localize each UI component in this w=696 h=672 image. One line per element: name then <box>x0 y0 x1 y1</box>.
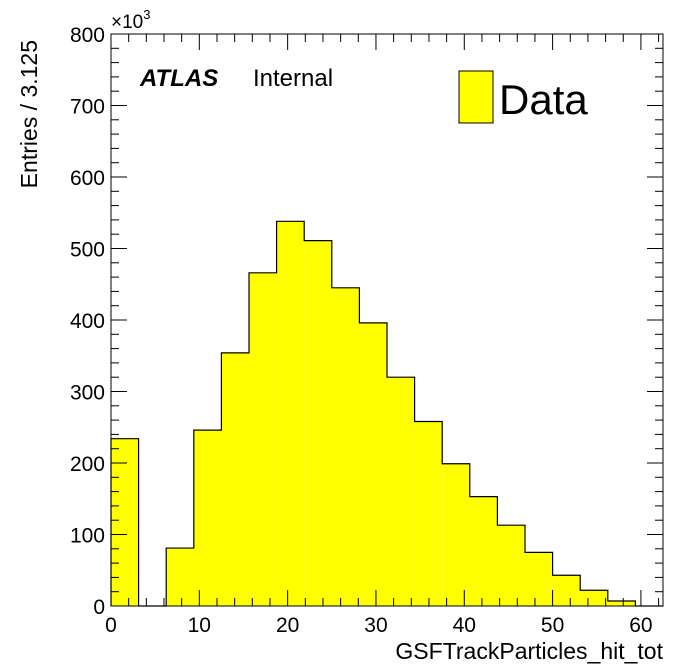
histogram-bar <box>221 352 249 606</box>
legend: Data <box>458 70 588 124</box>
histogram-bar <box>249 272 277 606</box>
y-tick-label: 700 <box>70 96 105 119</box>
x-tick-label: 0 <box>105 614 117 637</box>
y-tick-label: 500 <box>70 239 105 262</box>
y-tick-label: 0 <box>93 596 105 619</box>
x-tick-label: 20 <box>276 614 299 637</box>
histogram-bar <box>359 322 387 606</box>
x-tick-label: 50 <box>541 614 564 637</box>
histogram-bar <box>469 496 498 606</box>
x-tick-label: 40 <box>453 614 476 637</box>
histogram-bars <box>110 220 663 607</box>
histogram-bar <box>331 287 360 606</box>
x-axis-label: GSFTrackParticles_hit_tot <box>395 638 663 664</box>
histogram-bar <box>525 552 553 606</box>
histogram-outline <box>110 220 663 607</box>
histogram-bar <box>442 463 470 606</box>
y-tick-label: 300 <box>70 382 105 405</box>
histogram-bar <box>193 430 222 606</box>
y-tick-label: 400 <box>70 310 105 333</box>
y-multiplier-label: ×103 <box>111 7 150 33</box>
legend-swatch-data <box>458 70 494 124</box>
x-tick-label: 30 <box>364 614 387 637</box>
histogram-bar <box>497 525 525 606</box>
y-axis-label: Entries / 3.125 <box>16 40 42 188</box>
histogram-bar <box>166 548 194 606</box>
histogram-bar <box>387 377 415 606</box>
y-multiplier-exponent: 3 <box>143 7 150 22</box>
x-tick-labels: 0 10 20 30 40 50 60 <box>105 614 652 637</box>
histogram-bar <box>580 590 608 606</box>
histogram-bar <box>276 221 305 606</box>
histogram-bar <box>304 240 332 606</box>
y-tick-label: 600 <box>70 167 105 190</box>
histogram-bar <box>552 575 581 606</box>
axis-ticks <box>110 33 663 607</box>
x-tick-label: 60 <box>629 614 652 637</box>
y-tick-label: 100 <box>70 525 105 548</box>
y-tick-label: 800 <box>70 24 105 47</box>
y-tick-labels: 0 100 200 300 400 500 600 700 800 <box>70 24 105 619</box>
x-tick-label: 10 <box>188 614 211 637</box>
y-tick-label: 200 <box>70 453 105 476</box>
histogram-bar <box>414 421 443 606</box>
atlas-label: ATLAS <box>139 65 218 92</box>
histogram-bar <box>607 600 636 606</box>
histogram-bar <box>111 438 139 606</box>
legend-label-data: Data <box>499 76 588 123</box>
internal-label: Internal <box>253 65 333 92</box>
